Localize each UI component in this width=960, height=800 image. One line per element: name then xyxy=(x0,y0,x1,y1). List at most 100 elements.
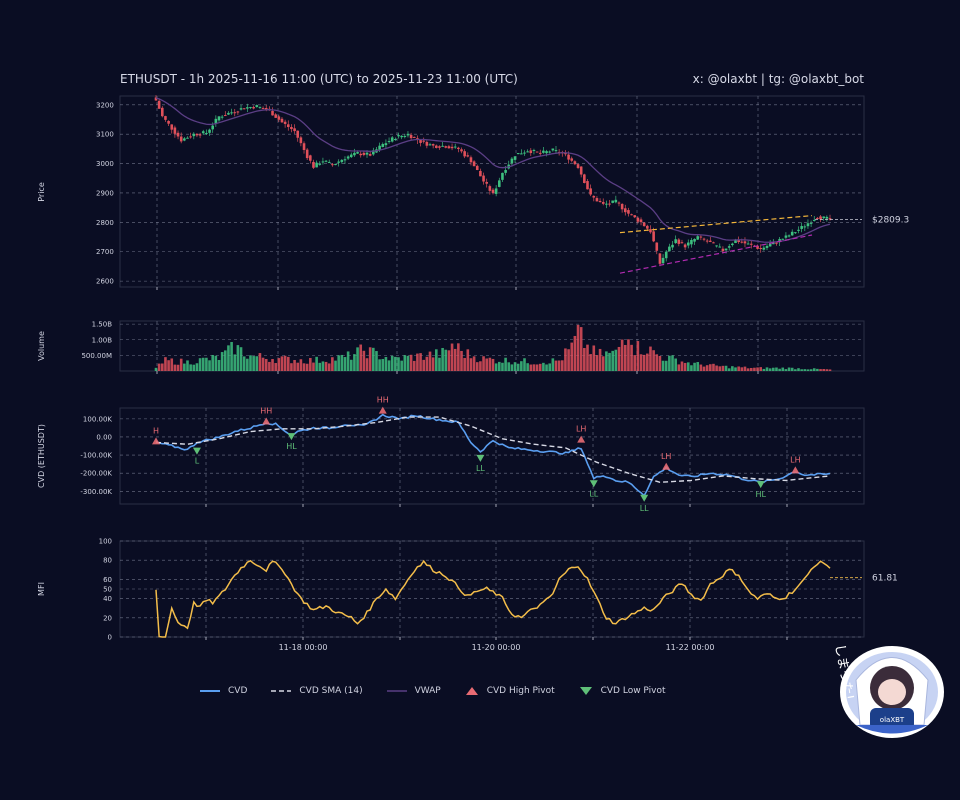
cvd-pivot-label: HH xyxy=(260,406,272,415)
volume-bar xyxy=(617,346,621,371)
volume-bar xyxy=(749,367,753,371)
legend: CVD CVD SMA (14) VWAP CVD High Pivot CVD… xyxy=(200,686,690,696)
mfi-tick-label: 0 xyxy=(108,634,112,642)
volume-bar xyxy=(630,344,633,371)
price-candle xyxy=(321,161,325,163)
price-candle xyxy=(457,147,460,150)
price-candle xyxy=(737,240,740,243)
volume-bar xyxy=(428,351,432,371)
price-candle xyxy=(293,128,296,132)
volume-bar xyxy=(753,367,756,371)
volume-bar xyxy=(800,369,803,371)
volume-bar xyxy=(450,343,454,371)
price-candle xyxy=(746,243,750,245)
trendline-lower xyxy=(619,234,813,274)
volume-bar xyxy=(179,358,183,371)
volume-bar xyxy=(526,363,529,371)
volume-bar xyxy=(283,355,287,371)
price-candle xyxy=(425,141,429,146)
volume-bar xyxy=(324,361,328,371)
price-candle xyxy=(198,134,202,136)
price-candle xyxy=(510,158,514,164)
volume-bar xyxy=(233,354,237,371)
volume-bar xyxy=(768,368,772,371)
legend-label: CVD xyxy=(228,686,248,696)
price-candle xyxy=(368,154,372,156)
price-candle xyxy=(299,137,303,144)
price-candle xyxy=(686,242,690,246)
price-candle xyxy=(466,155,470,157)
price-candle xyxy=(491,189,495,193)
volume-bar xyxy=(551,358,555,371)
volume-bar xyxy=(157,363,161,371)
volume-bar xyxy=(261,357,265,371)
legend-label: VWAP xyxy=(414,686,441,696)
price-candle xyxy=(302,143,306,150)
volume-bar xyxy=(510,364,514,371)
volume-bar xyxy=(586,344,589,371)
price-candle xyxy=(680,242,684,244)
price-candle xyxy=(497,180,501,187)
volume-bar xyxy=(435,349,438,371)
price-candle xyxy=(214,118,218,124)
volume-bar xyxy=(819,369,822,371)
price-candle xyxy=(633,215,637,218)
price-tick-label: 3000 xyxy=(96,160,114,168)
price-candle xyxy=(768,243,772,247)
price-candle xyxy=(384,143,388,146)
price-candle xyxy=(220,116,224,118)
price-candle xyxy=(705,240,709,242)
price-candle xyxy=(526,151,529,153)
volume-bar xyxy=(812,368,816,371)
volume-bar xyxy=(419,353,422,371)
volume-bar xyxy=(183,363,186,371)
price-axis-label: Price xyxy=(37,182,46,202)
price-candle xyxy=(623,208,627,213)
volume-bar xyxy=(274,363,277,371)
price-candle xyxy=(195,133,199,136)
price-candle xyxy=(538,152,542,154)
price-candle xyxy=(362,152,366,155)
price-candle xyxy=(617,202,621,204)
volume-bar xyxy=(494,363,498,371)
volume-bar xyxy=(469,358,473,371)
volume-bar xyxy=(337,355,340,371)
mfi-tick-label: 20 xyxy=(103,614,112,622)
volume-bar xyxy=(746,368,750,371)
volume-bar xyxy=(545,364,548,371)
price-candle xyxy=(337,161,340,163)
volume-bar xyxy=(699,364,703,371)
volume-bar xyxy=(488,357,492,371)
price-candle xyxy=(611,200,614,203)
price-candle xyxy=(800,226,803,229)
price-candle xyxy=(513,156,517,160)
price-candle xyxy=(460,149,463,152)
price-candle xyxy=(277,116,281,120)
volume-bar xyxy=(286,356,290,371)
volume-bar xyxy=(309,357,312,371)
volume-bar xyxy=(491,358,495,371)
volume-bar xyxy=(372,347,375,371)
volume-bar xyxy=(173,364,177,371)
price-candle xyxy=(349,154,353,158)
volume-bar xyxy=(772,367,775,371)
volume-bar xyxy=(731,366,734,371)
volume-bar xyxy=(315,356,318,371)
price-candle xyxy=(523,152,526,154)
volume-bar xyxy=(227,345,230,371)
volume-bar xyxy=(554,360,558,371)
cvd-high-pivot xyxy=(152,437,160,445)
volume-bar xyxy=(384,357,388,371)
legend-vwap: VWAP xyxy=(386,686,441,696)
volume-bar xyxy=(611,350,614,371)
volume-bar xyxy=(560,360,564,371)
volume-bar xyxy=(828,369,832,371)
price-candle xyxy=(479,170,482,177)
price-candle xyxy=(475,165,479,171)
volume-bar xyxy=(346,351,350,371)
cvd-tick-label: -300.00K xyxy=(80,488,112,496)
volume-bar xyxy=(230,342,233,371)
price-candle xyxy=(261,108,265,110)
volume-bar xyxy=(425,356,429,371)
price-candle xyxy=(797,229,800,231)
